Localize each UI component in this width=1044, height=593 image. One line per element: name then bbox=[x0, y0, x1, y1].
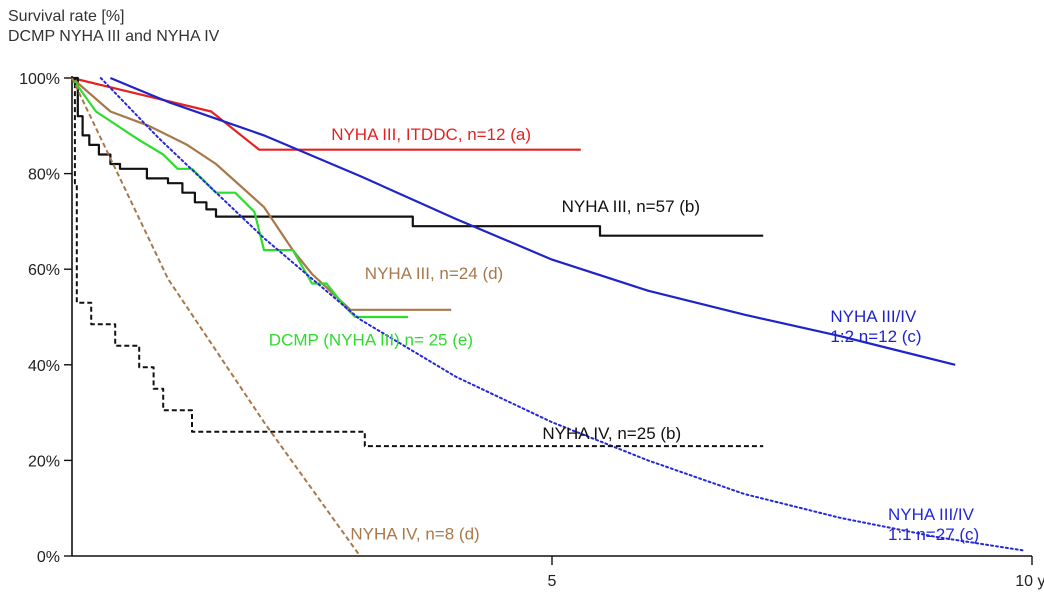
series-labels-layer: NYHA III, ITDDC, n=12 (a) NYHA III, n=57 … bbox=[269, 125, 979, 544]
chart-title: Survival rate [%] bbox=[8, 8, 125, 25]
series-label: NYHA III, n=24 (d) bbox=[365, 264, 503, 283]
y-tick-label: 40% bbox=[28, 358, 60, 375]
series-label: NYHA III, ITDDC, n=12 (a) bbox=[331, 125, 531, 144]
y-tick-label: 0% bbox=[37, 549, 60, 566]
series-line bbox=[99, 77, 1024, 552]
y-tick-label: 60% bbox=[28, 262, 60, 279]
series-line bbox=[71, 77, 408, 319]
series-line bbox=[109, 76, 956, 366]
x-tick-label: 5 bbox=[548, 573, 557, 590]
series-line bbox=[72, 77, 764, 448]
chart-subtitle: DCMP NYHA III and NYHA IV bbox=[8, 28, 220, 45]
series-line bbox=[71, 77, 361, 557]
series-label: NYHA III/IV 1:1 n=27 (c) bbox=[888, 505, 979, 544]
series-label: NYHA III, n=57 (b) bbox=[562, 197, 700, 216]
axes-group: 0% 20% 40% 60% 80% 100% 5 10 y. bbox=[19, 71, 1044, 590]
series-label: NYHA IV, n=8 (d) bbox=[350, 524, 479, 543]
series-layer bbox=[71, 76, 1024, 557]
x-tick-label: 10 y. bbox=[1015, 573, 1044, 590]
series-line bbox=[72, 76, 764, 237]
series-label: DCMP (NYHA III) n= 25 (e) bbox=[269, 331, 473, 350]
series-label: NYHA IV, n=25 (b) bbox=[542, 424, 681, 443]
y-tick-label: 80% bbox=[28, 167, 60, 184]
series-line bbox=[71, 77, 452, 311]
series-label: NYHA III/IV 1:2 n=12 (c) bbox=[830, 307, 921, 346]
series-line bbox=[71, 76, 581, 151]
y-tick-label: 100% bbox=[19, 71, 60, 88]
y-tick-label: 20% bbox=[28, 453, 60, 470]
